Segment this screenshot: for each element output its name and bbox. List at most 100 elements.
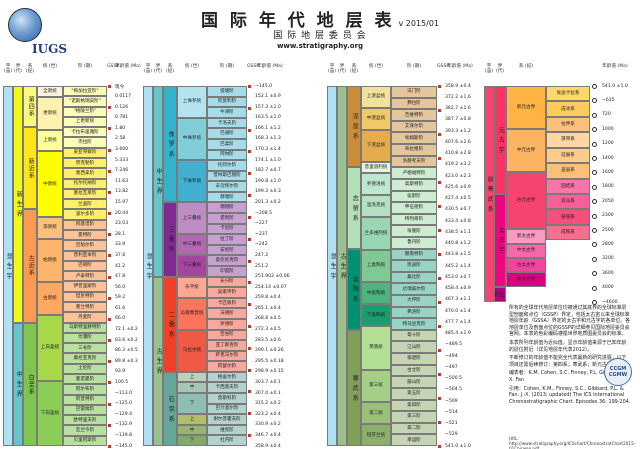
stage-cell: 卡洛夫阶 [207,117,247,129]
age-value: 303.7 ±0.1 [255,379,281,385]
stage-cell: "诺斯格瑞皮阶" [63,96,107,107]
gssp-spike-icon [438,157,441,160]
stage-cell: 第五阶 [391,387,437,400]
age-value: 438.5 ±1.1 [445,229,471,235]
gssp-spike-icon [108,212,111,216]
age-value: ~139.8 [115,432,133,438]
stage-cell: 钦莫利阶 [207,96,247,108]
stage-cell: 贝里阿斯阶 [63,435,107,446]
age-value: 1.80 [115,125,126,131]
stage-cell: 阿尔布阶 [63,384,107,395]
series-cell: 下 [177,435,207,446]
age-value: ~494 [445,353,458,359]
gssp-spike-icon [108,190,111,194]
chart-notes: 所有的全球年代地层单位均被通过其底界的全球标准层型剖面和点位（GSSP）界定，包… [509,305,631,408]
age-value: 2800 [602,241,614,247]
gssp-spike-icon [248,237,251,241]
footer-url[interactable]: URL: http://www.stratigraphy.org/ICSchar… [509,436,636,449]
column-header: 界 (代) [153,64,163,75]
age-value: 268.8 ±0.5 [255,316,281,322]
age-value: 470.0 ±1.4 [445,308,471,314]
stage-cell: 奥伦尼克阶 [207,255,247,266]
gssa-clock-icon [592,285,597,291]
stage-cell: 吴家坪阶 [207,287,247,298]
stage-cell: "格陵兰阶" [63,106,107,117]
stage-cell: 伊普里斯阶 [63,281,107,292]
website-url[interactable]: www.stratigraphy.org [276,42,364,50]
stage-cell: 埃隆阶 [391,225,437,237]
age-value: ~514 [445,409,458,415]
column-header: 年龄值 (Ma) [602,64,628,69]
note-paragraph: 编表者：K.M. Cohen, S.C. Finney, P.L. Gibbar… [509,370,627,384]
gssa-clock-icon [592,256,597,262]
gssp-spike-icon [248,215,251,219]
age-value: 382.7 ±1.6 [445,106,471,111]
gssp-spike-icon [438,133,441,136]
age-value: 330.9 ±0.2 [255,422,281,428]
age-value: 157.3 ±1.0 [255,104,281,110]
column-header: GSSP [437,64,450,69]
erathem-cell: 古 生 界 [337,86,347,446]
gssp-spike-icon [438,229,441,232]
series-cell: 第二统 [361,402,391,425]
age-value: 174.1 ±1.0 [255,157,281,163]
gssp-spike-icon [108,402,111,406]
stage-cell: "梅加拉亚阶" [63,86,107,97]
age-value: 56.0 [115,284,126,290]
age-value: 251.902 ±0.06 [255,274,290,280]
series-cell: 下 [177,393,207,415]
series-cell: 下奥陶统 [361,304,391,326]
gssa-clock-icon [592,199,597,205]
age-value: 93.9 [115,369,126,375]
column-header: 界 (代) [13,64,23,75]
eonothem-cell: 显 生 宇 [327,86,337,446]
stage-cell: 印度阶 [207,266,247,277]
stage-cell: 谢尔普霍夫阶 [207,414,247,425]
stage-cell: 安尼阶 [207,244,247,256]
column-header: 系 (纪) [518,64,534,69]
stage-cell: 兰盖阶 [63,199,107,210]
system-cell: 埃迪卡拉系 [546,86,590,102]
column-header: 系 (纪) [349,64,359,75]
age-value: ~113.0 [115,390,133,396]
system-cell: 三 叠 系 [163,202,177,277]
gssa-clock-icon [592,98,597,104]
stage-cell: 卡拉布里雅阶 [63,127,107,138]
age-value: 0.126 [115,104,129,110]
age-value: 7.246 [115,168,129,174]
stage-cell: 亚丁斯克阶 [207,340,247,351]
age-value: 28.1 [115,231,126,237]
stage-cell: 赫南特阶 [391,248,437,261]
age-value: 358.9 ±0.4 [445,83,471,89]
age-value: 100.5 [115,379,129,385]
series-cell: 中泥盆统 [361,107,391,130]
age-value: 453.0 ±0.7 [445,274,471,280]
age-value: 2.58 [115,136,126,142]
stage-cell: 塞拉瓦莱阶 [63,188,107,200]
age-value: 425.6 ±0.9 [445,184,471,190]
system-cell: 拉伸系 [546,116,590,133]
age-value: ~529 [445,432,458,438]
age-value: ~500.5 [445,376,463,381]
stage-cell: 卡西莫夫阶 [207,382,247,394]
series-cell: 下泥盆统 [361,129,391,163]
stage-cell: 普林斯巴赫阶 [207,170,247,182]
age-value: 477.7 ±1.4 [445,319,471,325]
age-value: 182.7 ±0.7 [255,168,281,174]
column-header: 统 (世) [368,64,384,69]
gssa-clock-icon [592,184,597,190]
stage-cell: 特马豆克阶 [391,318,437,330]
age-value: 358.9 ±0.4 [255,443,281,449]
age-value: 2300 [602,213,614,219]
stage-cell: 托尔托纳阶 [63,178,107,189]
gssp-spike-icon [108,339,111,343]
stage-cell: 塞兰特阶 [63,302,107,313]
stage-cell: 夏特阶 [63,230,107,241]
stage-cell: 巴通阶 [207,128,247,139]
erathem-cell: 中 生 界 [153,86,163,277]
age-value: ~242 [255,242,268,248]
gssa-clock-icon [592,141,597,147]
gssp-spike-icon [438,421,441,424]
note-paragraph: 所有的全球年代地层单位均被通过其底界的全球标准层型剖面和点位（GSSP）界定，包… [509,305,631,338]
stage-cell: 丹麦阶 [63,312,107,323]
